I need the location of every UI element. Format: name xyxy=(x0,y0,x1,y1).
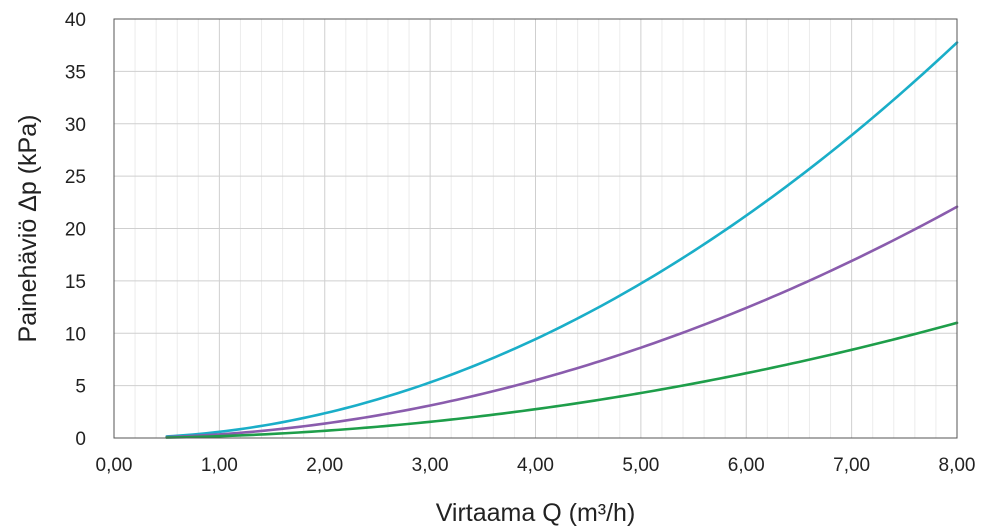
y-tick-label: 5 xyxy=(75,377,86,398)
plot-frame xyxy=(113,18,958,439)
x-tick-label: 3,00 xyxy=(412,455,449,476)
x-tick-label: 7,00 xyxy=(833,455,870,476)
x-axis-title: Virtaama Q (m³/h) xyxy=(436,499,636,527)
y-tick-labels: 0 5 10 15 20 25 30 35 40 xyxy=(65,10,86,450)
x-tick-label: 6,00 xyxy=(728,455,765,476)
y-tick-label: 35 xyxy=(65,62,86,83)
y-tick-label: 10 xyxy=(65,324,86,345)
y-axis-title: Painehäviö Δp (kPa) xyxy=(14,115,42,343)
x-tick-label: 5,00 xyxy=(622,455,659,476)
x-tick-label: 0,00 xyxy=(96,455,133,476)
series-line-3 xyxy=(165,321,959,439)
y-tick-label: 0 xyxy=(75,429,86,450)
x-tick-label: 4,00 xyxy=(517,455,554,476)
x-tick-label: 1,00 xyxy=(201,455,238,476)
y-tick-label: 40 xyxy=(65,10,86,31)
y-tick-label: 20 xyxy=(65,220,86,241)
y-tick-label: 25 xyxy=(65,167,86,188)
series-line-2 xyxy=(165,205,959,439)
series-line-1 xyxy=(165,41,959,438)
x-tick-label: 8,00 xyxy=(939,455,976,476)
series-layer xyxy=(165,41,959,439)
y-tick-label: 15 xyxy=(65,272,86,293)
x-tick-label: 2,00 xyxy=(306,455,343,476)
y-tick-label: 30 xyxy=(65,115,86,136)
x-tick-labels: 0,00 1,00 2,00 3,00 4,00 5,00 6,00 7,00 8,00 xyxy=(96,455,976,476)
